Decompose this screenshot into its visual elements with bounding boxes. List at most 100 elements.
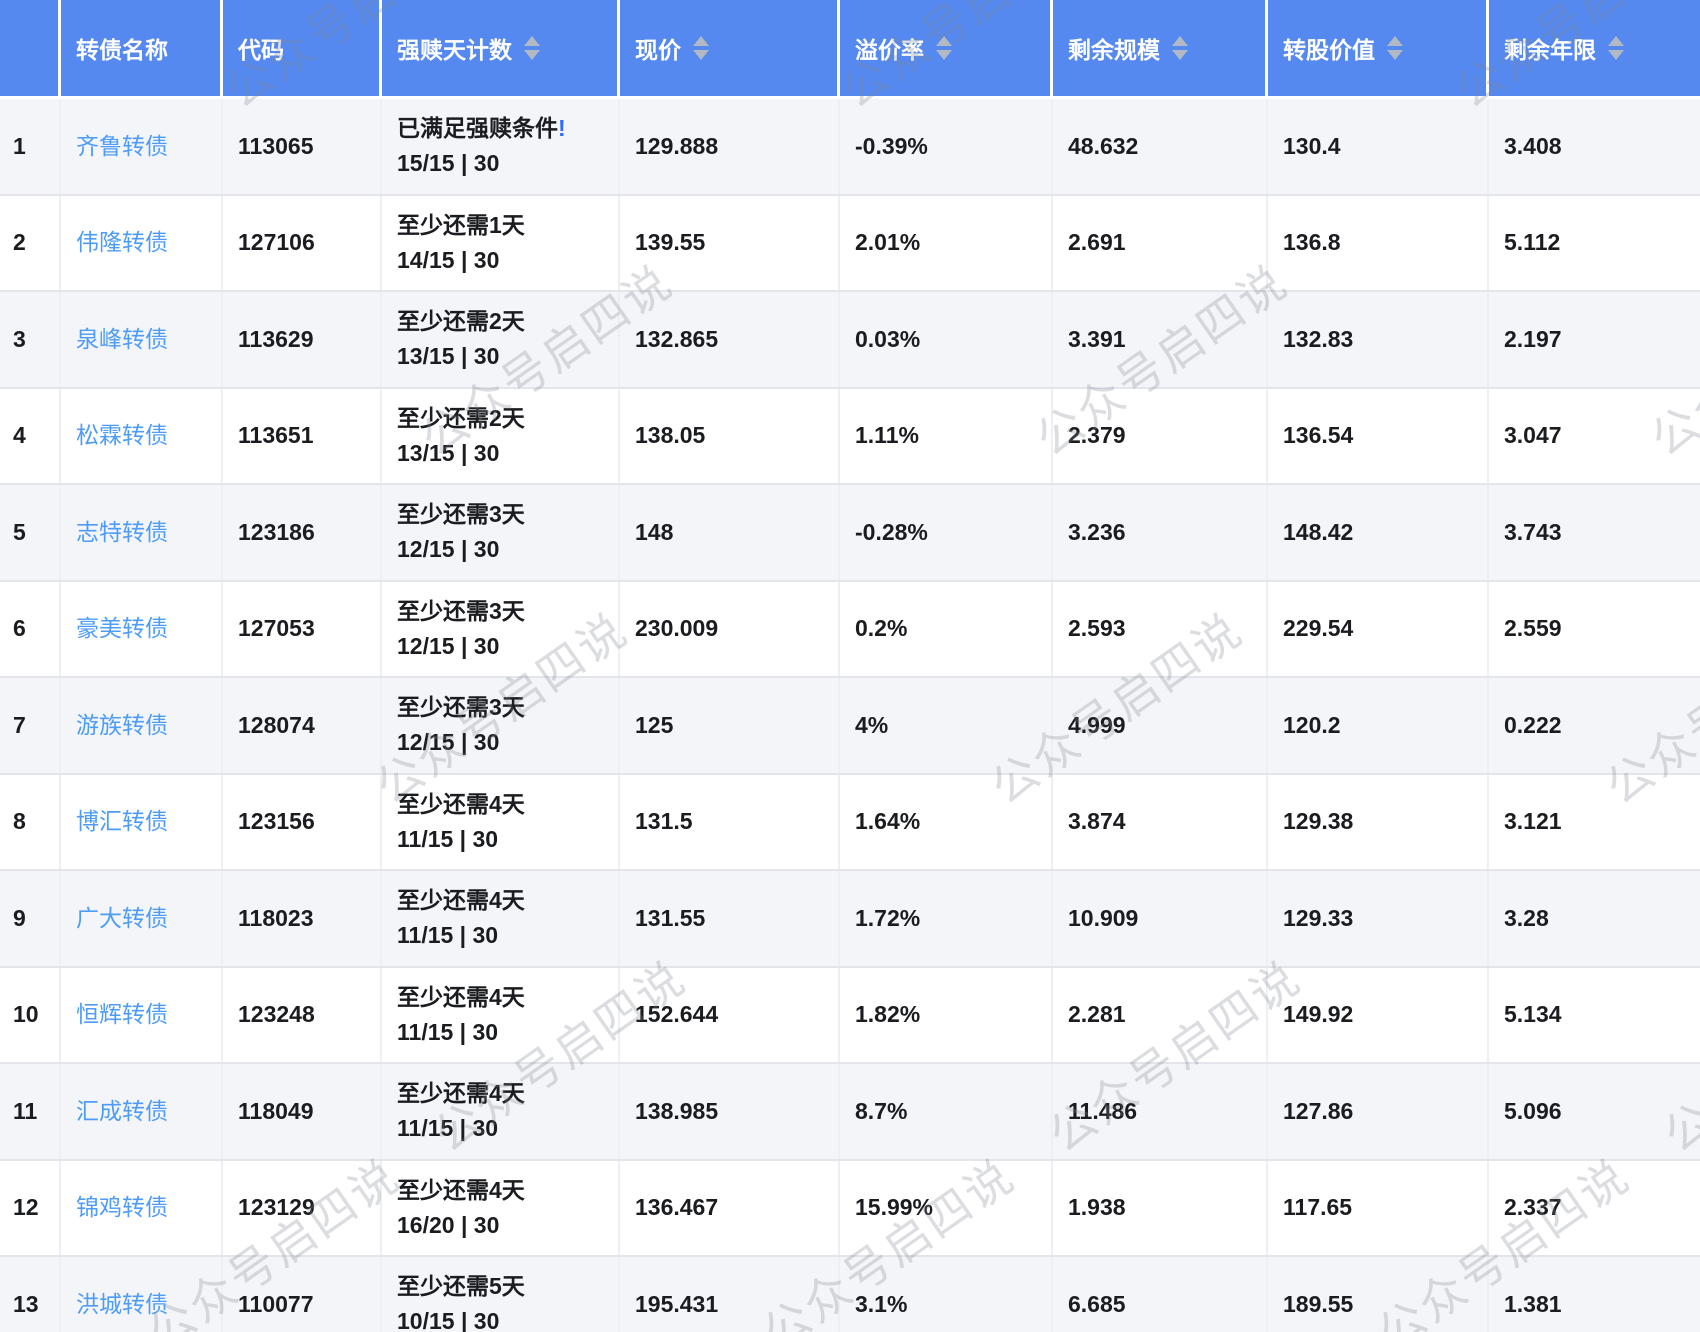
cell-name: 松霖转债 bbox=[61, 388, 223, 483]
table-row: 5 志特转债 123186 至少还需3天 12/15 | 30 148 -0.28% 3.23… bbox=[0, 483, 1700, 580]
cell-premium: 15.99% bbox=[840, 1160, 1053, 1255]
bond-name-link[interactable]: 锦鸡转债 bbox=[76, 1194, 168, 1221]
redeem-count-line2: 11/15 | 30 bbox=[397, 1115, 499, 1142]
cell-remain_size: 10.909 bbox=[1053, 871, 1268, 966]
cell-redeem: 至少还需5天 10/15 | 30 bbox=[382, 1257, 620, 1332]
cell-conv_value: 130.4 bbox=[1268, 99, 1489, 194]
table-row: 10 恒辉转债 123248 至少还需4天 11/15 | 30 152.644 1.82%… bbox=[0, 965, 1700, 1063]
header-cell-price[interactable]: 现价 bbox=[620, 0, 840, 96]
cell-price: 138.985 bbox=[620, 1064, 840, 1159]
cell-code: 118049 bbox=[223, 1064, 382, 1159]
redeem-count-line1: 至少还需4天 bbox=[397, 883, 618, 918]
sort-caret-up-icon bbox=[524, 36, 540, 46]
bond-name-link[interactable]: 豪美转债 bbox=[76, 615, 168, 642]
cell-row-number: 13 bbox=[0, 1257, 61, 1332]
cell-remain_size: 2.379 bbox=[1053, 388, 1268, 483]
bond-name-link[interactable]: 伟隆转债 bbox=[76, 229, 168, 256]
remain_size-value: 3.391 bbox=[1068, 325, 1126, 352]
remain_years-value: 3.121 bbox=[1504, 808, 1562, 835]
header-cell-remain_size[interactable]: 剩余规模 bbox=[1053, 0, 1268, 96]
cell-name: 洪城转债 bbox=[61, 1257, 223, 1332]
sort-caret-icon[interactable] bbox=[524, 36, 540, 60]
price-value: 230.009 bbox=[635, 615, 719, 642]
cell-code: 127053 bbox=[223, 581, 382, 676]
sort-caret-icon[interactable] bbox=[1387, 36, 1403, 60]
premium-value: -0.28% bbox=[855, 518, 928, 545]
bond-name-link[interactable]: 汇成转债 bbox=[76, 1097, 168, 1124]
header-label-premium: 溢价率 bbox=[855, 37, 924, 63]
cell-row-number: 2 bbox=[0, 195, 61, 290]
cell-premium: 4% bbox=[840, 678, 1053, 773]
cell-name: 广大转债 bbox=[61, 871, 223, 966]
bond-name-link[interactable]: 游族转债 bbox=[76, 711, 168, 738]
conv_value-value: 129.38 bbox=[1283, 808, 1354, 835]
header-cell-remain_years[interactable]: 剩余年限 bbox=[1489, 0, 1700, 96]
cell-redeem: 至少还需4天 11/15 | 30 bbox=[382, 1064, 620, 1159]
remain_size-value: 4.999 bbox=[1068, 711, 1126, 738]
redeem-count-text: 至少还需3天 bbox=[397, 501, 525, 528]
cell-price: 230.009 bbox=[620, 581, 840, 676]
redeem-count-line1: 至少还需3天 bbox=[397, 690, 618, 725]
bond-name-link[interactable]: 齐鲁转债 bbox=[76, 132, 168, 159]
premium-value: 8.7% bbox=[855, 1097, 908, 1124]
cell-row-number: 11 bbox=[0, 1064, 61, 1159]
code-value: 127053 bbox=[238, 615, 315, 642]
cell-premium: 1.72% bbox=[840, 871, 1053, 966]
cell-price: 148 bbox=[620, 485, 840, 580]
sort-caret-icon[interactable] bbox=[936, 36, 952, 60]
header-cell-redeem[interactable]: 强赎天计数 bbox=[382, 0, 620, 96]
sort-caret-down-icon bbox=[1172, 50, 1188, 60]
code-value: 110077 bbox=[238, 1290, 314, 1317]
redeem-count-line1: 至少还需4天 bbox=[397, 980, 618, 1015]
bond-name-link[interactable]: 广大转债 bbox=[76, 904, 168, 931]
cell-redeem: 至少还需2天 13/15 | 30 bbox=[382, 388, 620, 483]
redeem-count-text: 至少还需4天 bbox=[397, 790, 525, 817]
redeem-count-text: 至少还需4天 bbox=[397, 983, 525, 1010]
premium-value: 4% bbox=[855, 711, 889, 738]
bond-name-link[interactable]: 泉峰转债 bbox=[76, 325, 168, 352]
cell-premium: 2.01% bbox=[840, 195, 1053, 290]
cell-redeem: 至少还需2天 13/15 | 30 bbox=[382, 292, 620, 387]
cell-conv_value: 127.86 bbox=[1268, 1064, 1489, 1159]
cell-price: 129.888 bbox=[620, 99, 840, 194]
code-value: 118049 bbox=[238, 1097, 314, 1124]
premium-value: 1.11% bbox=[855, 422, 919, 449]
header-label-redeem: 强赎天计数 bbox=[397, 37, 512, 63]
price-value: 138.05 bbox=[635, 422, 706, 449]
redeem-count-line2: 13/15 | 30 bbox=[397, 343, 500, 370]
sort-caret-icon[interactable] bbox=[693, 36, 709, 60]
bond-name-link[interactable]: 博汇转债 bbox=[76, 808, 168, 835]
bond-name-link[interactable]: 洪城转债 bbox=[76, 1290, 168, 1317]
cell-code: 110077 bbox=[223, 1257, 382, 1332]
remain_years-value: 2.337 bbox=[1504, 1194, 1562, 1221]
cell-remain_size: 6.685 bbox=[1053, 1257, 1268, 1332]
bond-name-link[interactable]: 松霖转债 bbox=[76, 422, 168, 449]
cell-remain_years: 1.381 bbox=[1489, 1257, 1700, 1332]
cell-conv_value: 149.92 bbox=[1268, 967, 1489, 1062]
sort-caret-icon[interactable] bbox=[1608, 36, 1624, 60]
table-row: 6 豪美转债 127053 至少还需3天 12/15 | 30 230.009 0.2% 2.… bbox=[0, 579, 1700, 676]
cell-premium: 8.7% bbox=[840, 1064, 1053, 1159]
cell-redeem: 至少还需4天 11/15 | 30 bbox=[382, 967, 620, 1062]
cell-remain_years: 5.134 bbox=[1489, 968, 1700, 1063]
table-row: 1 齐鲁转债 113065 已满足强赎条件! 15/15 | 30 129.888 -0.3… bbox=[0, 99, 1700, 194]
header-cell-conv_value[interactable]: 转股价值 bbox=[1268, 0, 1489, 96]
cell-name: 锦鸡转债 bbox=[61, 1160, 223, 1255]
price-value: 131.55 bbox=[635, 904, 706, 931]
table-header: 转债名称 代码 强赎天计数 现价 溢价率 剩余规模 转股价值 剩余年限 bbox=[0, 0, 1700, 99]
cell-row-number: 4 bbox=[0, 388, 61, 483]
conv_value-value: 189.55 bbox=[1283, 1290, 1354, 1317]
conv_value-value: 149.92 bbox=[1283, 1001, 1354, 1028]
cell-price: 152.644 bbox=[620, 967, 840, 1062]
bond-name-link[interactable]: 恒辉转债 bbox=[76, 1001, 168, 1028]
header-cell-premium[interactable]: 溢价率 bbox=[840, 0, 1053, 96]
cell-conv_value: 129.33 bbox=[1268, 871, 1489, 966]
header-label-name: 转债名称 bbox=[76, 37, 168, 63]
redeem-count-line1: 至少还需1天 bbox=[397, 208, 618, 243]
redeem-count-text: 已满足强赎条件 bbox=[397, 115, 558, 142]
header-label-conv_value: 转股价值 bbox=[1283, 37, 1375, 63]
bond-name-link[interactable]: 志特转债 bbox=[76, 518, 168, 545]
sort-caret-icon[interactable] bbox=[1172, 36, 1188, 60]
row-number: 12 bbox=[13, 1194, 39, 1221]
